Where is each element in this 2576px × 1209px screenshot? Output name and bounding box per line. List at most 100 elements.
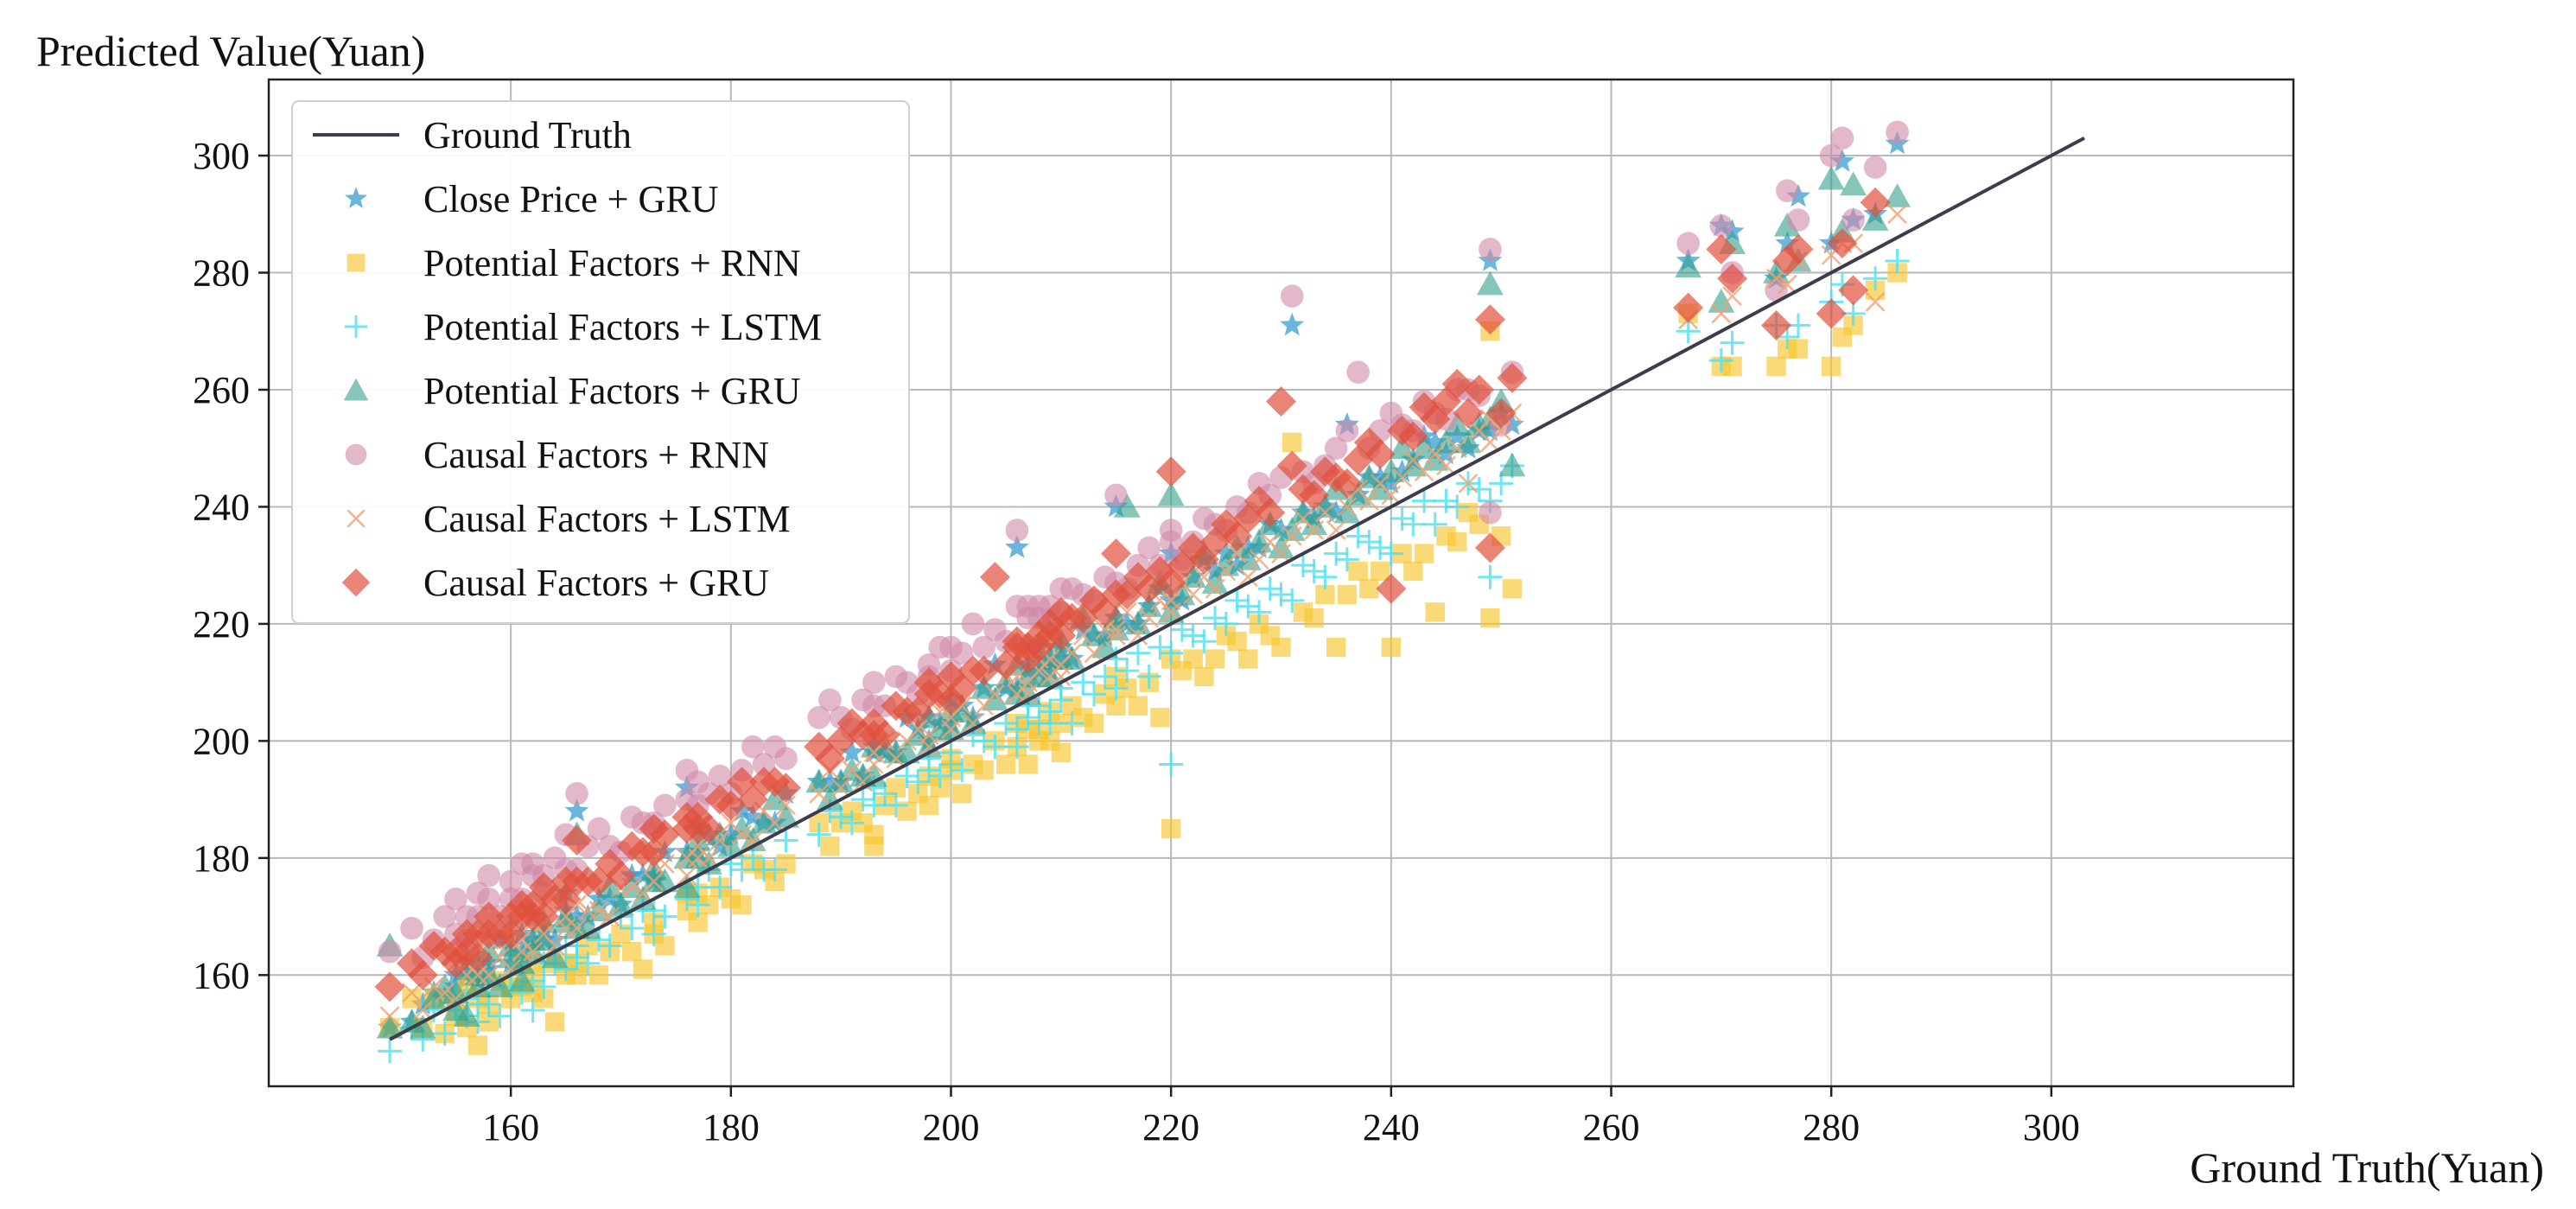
legend-item-pf_gru: Potential Factors + GRU (343, 370, 801, 412)
data-point (1104, 676, 1129, 701)
data-point (1280, 312, 1305, 336)
data-point (1157, 481, 1185, 506)
data-point (1100, 538, 1131, 570)
data-point (883, 792, 908, 818)
data-point (886, 748, 906, 769)
legend-label: Ground Truth (423, 114, 632, 156)
legend-item-pf_lstm: Potential Factors + LSTM (345, 306, 822, 348)
data-point (508, 967, 536, 992)
data-point (806, 822, 831, 847)
data-point (1313, 564, 1338, 589)
data-point (1084, 643, 1104, 664)
data-point (1466, 477, 1492, 502)
data-point (752, 753, 776, 776)
data-point (499, 869, 523, 894)
data-point (864, 837, 884, 856)
data-point (1478, 564, 1503, 589)
data-point (1775, 179, 1799, 202)
data-point (688, 913, 708, 932)
data-point (1410, 435, 1438, 460)
data-point (1886, 120, 1909, 144)
data-point (770, 773, 801, 804)
data-point (708, 764, 732, 788)
data-point (378, 939, 402, 964)
data-point (1865, 292, 1886, 312)
x-tick-label: 200 (922, 1106, 979, 1149)
data-point (1816, 298, 1847, 329)
data-point (1863, 266, 1888, 291)
data-point (1324, 436, 1348, 461)
data-point (477, 887, 500, 911)
data-point (402, 983, 422, 1003)
data-point (1346, 360, 1370, 384)
data-point (1709, 214, 1733, 238)
data-point (732, 894, 752, 915)
data-point (979, 562, 1010, 593)
data-point (1018, 754, 1038, 774)
data-point (1887, 204, 1907, 225)
legend-box (291, 100, 910, 624)
x-tick-label: 220 (1142, 1106, 1199, 1149)
axis-ticks: 160 180 200 220 240 260 280 300 160 180 200 220 240 2… (193, 135, 2080, 1149)
data-point (1205, 649, 1225, 669)
data-point (1345, 481, 1372, 506)
data-point (1005, 519, 1029, 542)
data-point (1433, 429, 1460, 454)
data-point (1381, 485, 1402, 506)
data-point (1161, 590, 1181, 611)
data-point (1673, 292, 1704, 323)
data-point (567, 918, 587, 939)
data-point (1180, 623, 1205, 648)
data-point (1266, 386, 1296, 417)
data-point (652, 904, 677, 929)
data-point (1422, 430, 1447, 453)
data-point (974, 760, 994, 780)
data-point (467, 1035, 488, 1055)
plot-area (374, 120, 2085, 1064)
data-point (1829, 149, 1854, 172)
data-point (982, 686, 1008, 711)
data-point (1777, 274, 1797, 295)
data-point (1491, 421, 1511, 441)
data-point (693, 813, 724, 844)
data-point (1247, 600, 1272, 625)
data-point (1148, 635, 1173, 660)
data-point (1830, 126, 1854, 150)
legend-label: Causal Factors + RNN (423, 434, 769, 476)
data-point (649, 819, 680, 850)
plot-frame (267, 78, 2295, 1088)
y-tick-label: 280 (193, 252, 250, 295)
data-point (1485, 398, 1517, 429)
data-point (1479, 500, 1502, 525)
data-point (1213, 611, 1238, 636)
data-point (963, 713, 983, 734)
data-point (1048, 687, 1073, 712)
x-axis-title: Ground Truth(Yuan) (2190, 1143, 2544, 1192)
data-point (1675, 253, 1702, 278)
data-point (1376, 573, 1407, 604)
data-point (1414, 544, 1434, 563)
data-point (869, 720, 900, 751)
data-point (1183, 649, 1203, 669)
data-point (541, 944, 569, 969)
data-point (1301, 558, 1326, 583)
data-point (1324, 541, 1349, 566)
legend-item-cf_rnn: Causal Factors + RNN (345, 434, 769, 476)
data-point (1125, 640, 1150, 665)
data-point (1249, 550, 1269, 570)
data-point (1786, 208, 1810, 232)
data-point (1863, 156, 1887, 179)
series-cf_gru (374, 187, 1891, 1002)
data-point (1071, 670, 1096, 695)
x-tick-label: 160 (482, 1106, 539, 1149)
data-point (1301, 511, 1328, 536)
data-point (1454, 429, 1482, 454)
ground-truth-line (389, 136, 2085, 1041)
data-point (378, 1039, 403, 1064)
data-point (860, 762, 887, 787)
data-point (1326, 637, 1346, 658)
data-point (1128, 696, 1148, 716)
data-point (1224, 552, 1250, 576)
data-point (1091, 633, 1119, 659)
data-point (1399, 452, 1427, 477)
